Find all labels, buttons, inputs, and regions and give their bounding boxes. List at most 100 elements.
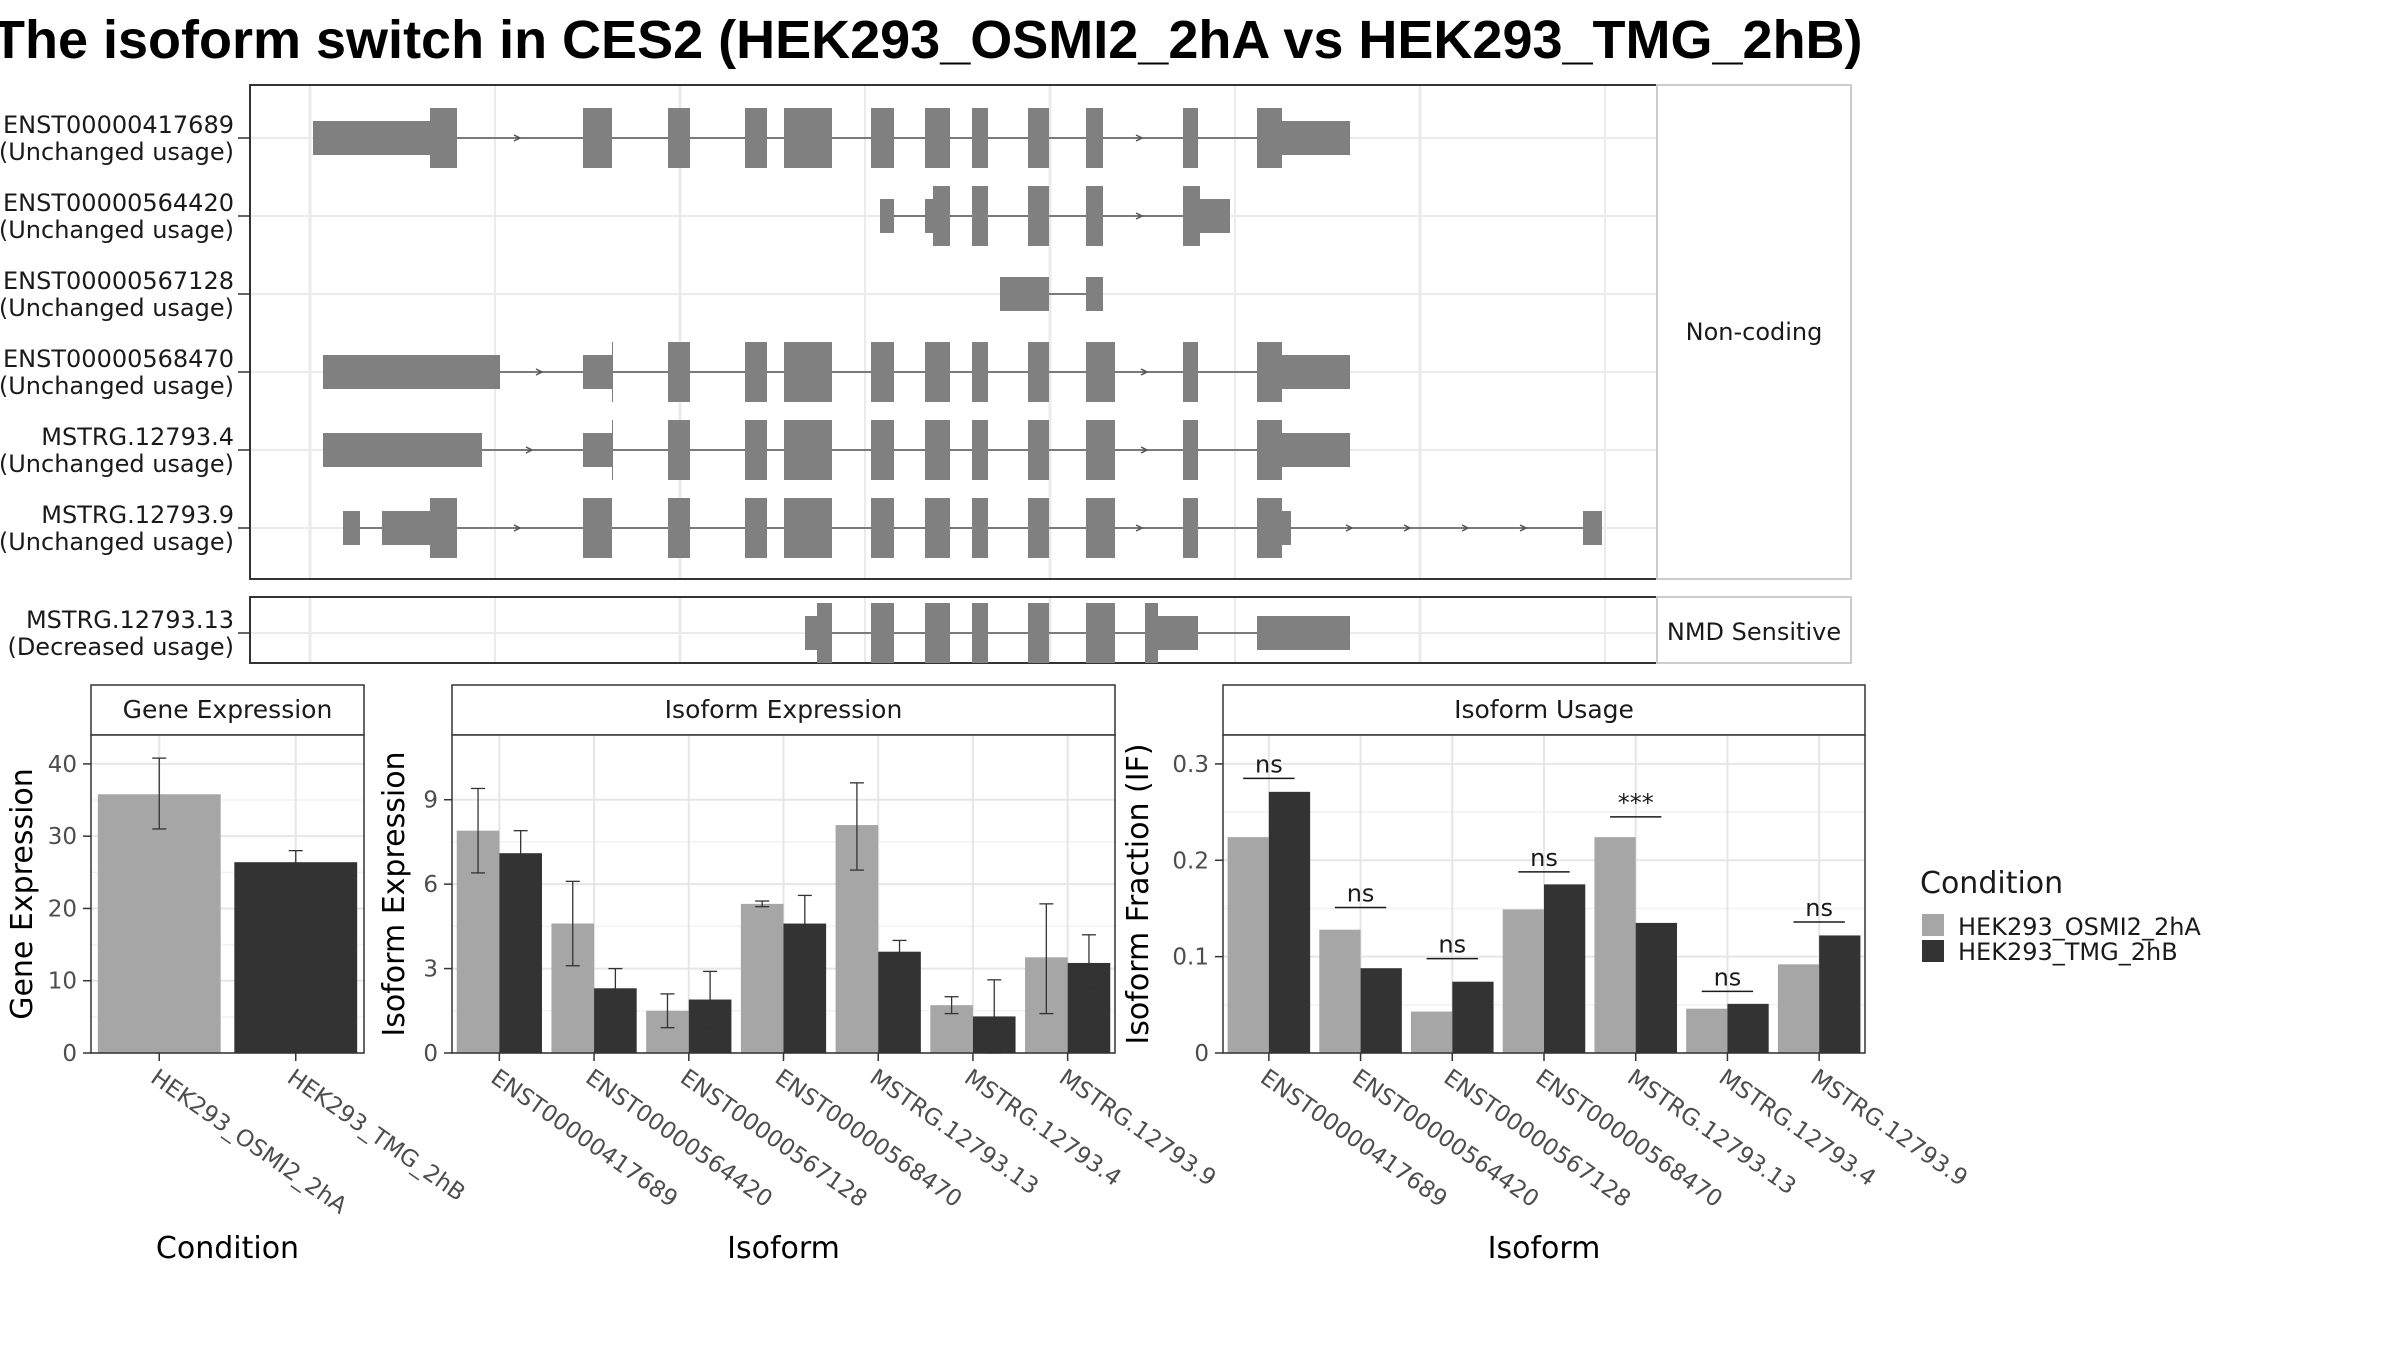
coding-exon [612,342,613,402]
strand-arrow [1140,368,1149,376]
bar [740,903,784,1053]
coding-exon [1028,498,1049,558]
coding-exon [972,420,988,480]
y-tick-label: 0.3 [1172,752,1209,778]
transcript-usage: (Unchanged usage) [0,294,234,322]
nmd-panel-bg [249,596,1658,664]
bar [234,862,358,1053]
x-axis-title: Isoform [1488,1231,1601,1266]
utr-exon [583,355,612,389]
coding-exon [430,498,457,558]
utr-exon [1158,616,1198,650]
y-axis-title: Gene Expression [5,768,40,1020]
transcript-track [343,498,1602,558]
isoform-expression-chart: Isoform Expression0369ENST00000417689ENS… [377,684,1220,1266]
coding-exon [1183,342,1198,402]
coding-exon [972,108,988,168]
legend-title: Condition [1920,866,2063,901]
utr-exon [1282,121,1350,155]
y-axis-title: Isoform Fraction (IF) [1121,743,1156,1044]
coding-exon [1257,108,1282,168]
facet-strip [90,684,365,736]
coding-exon [933,186,950,246]
coding-exon [871,342,894,402]
bar [1502,909,1544,1053]
bar [878,951,921,1053]
strand-arrow [1135,524,1144,532]
bar [97,794,221,1053]
coding-exon [1183,108,1198,168]
strand-arrow [1135,212,1144,220]
coding-exon [745,498,767,558]
transcript-label: ENST00000568470(Unchanged usage) [0,345,250,400]
coding-exon [668,108,690,168]
coding-exon [871,420,894,480]
transcript-label: MSTRG.12793.13(Decreased usage) [7,606,250,661]
utr-exon [323,433,482,467]
transcript-id: ENST00000568470 [3,345,234,373]
coding-exon [925,498,950,558]
strand-arrow [513,524,522,532]
coding-exon [583,108,612,168]
transcript-label: MSTRG.12793.4(Unchanged usage) [0,423,250,478]
legend-label-osmi2: HEK293_OSMI2_2hA [1958,913,2201,941]
coding-exon [817,603,832,663]
utr-exon [382,511,430,545]
coding-exon [784,342,832,402]
coding-exon [925,420,950,480]
bar [1777,964,1820,1053]
utr-exon [343,511,360,545]
utr-exon [1200,199,1230,233]
utr-exon [805,616,817,650]
y-tick-label: 0.2 [1172,848,1209,874]
panel-border [451,734,1116,1054]
bar [1360,968,1402,1053]
coding-exon [1086,420,1115,480]
bar [1319,929,1361,1053]
transcript-structure-panel: Non-coding NMD Sensitive ENST00000417689… [0,84,1852,664]
transcript-label: MSTRG.12793.9(Unchanged usage) [0,501,250,556]
coding-exon [745,420,767,480]
transcript-label: ENST00000567128(Unchanged usage) [0,267,250,322]
coding-exon [668,342,690,402]
transcript-track [805,603,1350,663]
transcript-usage: (Unchanged usage) [0,528,234,556]
transcript-usage: (Unchanged usage) [0,216,234,244]
y-tick-label: 40 [48,752,77,778]
coding-exon [972,498,988,558]
coding-exon [1086,603,1115,663]
y-axis-title: Isoform Expression [377,751,412,1036]
coding-exon [1028,420,1049,480]
bar [1727,1003,1769,1053]
utr-exon [323,355,500,389]
transcript-usage: (Decreased usage) [7,633,234,661]
y-tick-label: 20 [48,896,77,922]
coding-exon [972,603,988,663]
legend-label-tmg: HEK293_TMG_2hB [1958,938,2178,966]
coding-exon [583,498,612,558]
coding-exon [972,342,988,402]
legend: Condition HEK293_OSMI2_2hA HEK293_TMG_2h… [1920,866,2201,966]
y-tick-label: 6 [423,872,438,898]
y-tick-label: 30 [48,824,77,850]
significance-label: ns [1347,879,1375,907]
coding-exon [1086,498,1115,558]
strand-arrow [1140,446,1149,454]
utr-exon [1000,277,1049,311]
transcript-usage: (Unchanged usage) [0,372,234,400]
significance-label: ns [1530,844,1558,872]
coding-exon [1257,498,1282,558]
x-tick-label: MSTRG.12793.4 [1714,1065,1880,1192]
panel-border [1222,734,1866,1054]
strand-arrow [525,446,534,454]
legend-key-osmi2 [1922,914,1944,936]
bar [1411,1011,1453,1053]
coding-exon [1028,603,1049,663]
utr-exon [1583,511,1602,545]
coding-exon [1257,342,1282,402]
chart-title: Gene Expression [123,695,333,724]
x-tick-label: MSTRG.12793.4 [959,1065,1125,1192]
transcript-track [323,342,1350,402]
